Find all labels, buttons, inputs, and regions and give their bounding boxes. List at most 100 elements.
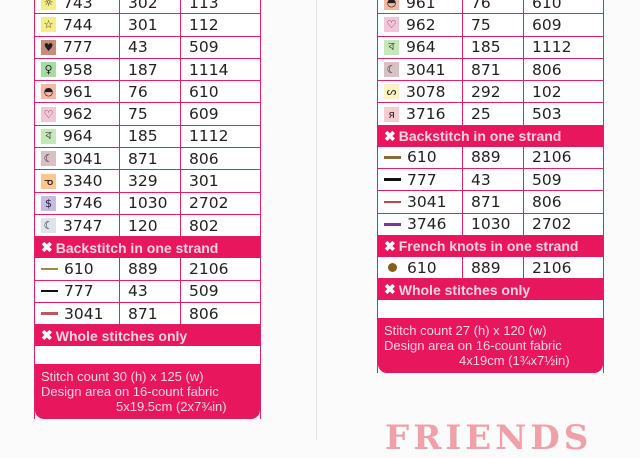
anchor-number: 185 xyxy=(463,36,524,58)
thread-row: ◓ 961 76 610 xyxy=(378,0,603,15)
backstitch-line-icon xyxy=(384,200,401,204)
stitch-symbol-icon: ♡ xyxy=(384,17,399,33)
dmc-number: 962 xyxy=(63,105,93,124)
thread-row: 610 889 2106 xyxy=(35,258,260,281)
stitch-symbol-icon: ☾ xyxy=(41,151,56,167)
cross-icon: ✖ xyxy=(384,237,396,254)
stitch-symbol-icon: ☆ xyxy=(41,17,56,33)
dmc-number: 3747 xyxy=(63,216,103,235)
stitch-symbol-icon: ᓀ xyxy=(41,173,56,189)
thread-row: 3041 871 806 xyxy=(378,191,603,214)
anchor-number: 43 xyxy=(120,36,181,58)
dmc-number: 958 xyxy=(63,60,93,79)
stitch-symbol-icon: я xyxy=(384,106,399,122)
dmc-number: 3078 xyxy=(406,82,446,101)
dmc-number: 3041 xyxy=(63,149,103,168)
thread-row: ☾ 3747 120 802 xyxy=(35,214,260,238)
french-knots-header: ✖ French knots in one strand xyxy=(378,235,603,257)
thread-row: ☆ 744 301 112 xyxy=(35,14,260,37)
stitch-symbol-icon: ♀ xyxy=(41,62,56,78)
stitch-symbol-icon: ☼ xyxy=(41,0,56,11)
stitch-symbol-icon: ☾ xyxy=(384,62,399,78)
madeira-number: 2106 xyxy=(532,258,572,277)
madeira-number: 610 xyxy=(532,0,562,12)
anchor-number: 871 xyxy=(463,58,524,81)
anchor-number: 76 xyxy=(463,0,524,14)
anchor-number: 871 xyxy=(463,191,524,213)
anchor-number: 43 xyxy=(463,169,524,191)
thread-row: ☾ 3041 871 806 xyxy=(35,148,260,171)
stitch-symbol-icon: ☾ xyxy=(41,218,56,234)
madeira-number: 802 xyxy=(189,216,219,235)
dmc-number: 961 xyxy=(406,0,436,12)
thread-row: 610 889 2106 xyxy=(378,256,603,280)
anchor-number: 871 xyxy=(120,302,181,325)
dmc-number: 964 xyxy=(63,127,93,146)
anchor-number: 187 xyxy=(120,58,181,81)
dmc-number: 3041 xyxy=(406,60,446,79)
dmc-number: 962 xyxy=(406,15,436,34)
backstitch-header: ✖ Backstitch in one strand xyxy=(378,125,603,147)
anchor-number: 75 xyxy=(120,103,181,125)
madeira-number: 113 xyxy=(189,0,219,12)
stitch-symbol-icon: ᔕ xyxy=(384,84,399,100)
anchor-number: 329 xyxy=(120,170,181,192)
thread-row: 3746 1030 2702 xyxy=(378,213,603,236)
dmc-number: 3041 xyxy=(64,304,104,323)
backstitch-line-icon xyxy=(384,223,401,226)
thread-row: ♀ 958 187 1114 xyxy=(35,58,260,82)
madeira-number: 509 xyxy=(189,282,219,301)
dmc-number: 777 xyxy=(63,38,93,57)
cross-icon: ✖ xyxy=(384,281,396,298)
dmc-number: 777 xyxy=(407,170,437,189)
anchor-number: 292 xyxy=(463,81,524,103)
madeira-number: 1114 xyxy=(189,60,229,79)
thread-row: ♡ 962 75 609 xyxy=(35,103,260,126)
thread-row: ᔕ 3078 292 102 xyxy=(378,81,603,104)
dmc-number: 744 xyxy=(63,15,93,34)
stitch-symbol-icon: ◓ xyxy=(41,84,56,100)
madeira-number: 102 xyxy=(532,82,562,101)
dmc-number: 3340 xyxy=(63,172,103,191)
madeira-number: 806 xyxy=(532,60,562,79)
dmc-number: 777 xyxy=(64,282,94,301)
left-thread-key: ☼ 743 302 113 ☆ 744 301 112 ♥ 777 43 509 ♀ 9… xyxy=(34,0,261,420)
madeira-number: 112 xyxy=(189,15,219,34)
anchor-number: 1030 xyxy=(463,213,524,235)
stitch-symbol-icon: ◓ xyxy=(384,0,399,11)
anchor-number: 889 xyxy=(463,146,524,169)
dmc-number: 3716 xyxy=(406,105,446,124)
anchor-number: 1030 xyxy=(120,192,181,214)
dmc-number: 610 xyxy=(407,258,437,277)
thread-row: 610 889 2106 xyxy=(378,146,603,170)
thread-row: 3041 871 806 xyxy=(35,302,260,326)
stitch-symbol-icon: ♥ xyxy=(41,39,56,55)
madeira-number: 503 xyxy=(532,105,562,124)
thread-row: ব 964 185 1112 xyxy=(378,36,603,59)
thread-row: ☾ 3041 871 806 xyxy=(378,58,603,82)
anchor-number: 25 xyxy=(463,103,524,125)
dmc-number: 961 xyxy=(63,82,93,101)
madeira-number: 2106 xyxy=(189,259,229,278)
thread-row: 777 43 509 xyxy=(378,169,603,192)
stitch-symbol-icon: ব xyxy=(384,39,399,55)
anchor-number: 889 xyxy=(463,256,524,279)
madeira-number: 806 xyxy=(189,304,219,323)
anchor-number: 302 xyxy=(120,0,181,14)
backstitch-line-icon xyxy=(384,156,401,159)
page-fold xyxy=(316,0,317,440)
madeira-number: 806 xyxy=(189,149,219,168)
dmc-number: 610 xyxy=(64,259,94,278)
dmc-number: 610 xyxy=(407,148,437,167)
right-thread-key: ◓ 961 76 610 ♡ 962 75 609 ব 964 185 1112 ☾ 3… xyxy=(377,0,604,374)
madeira-number: 509 xyxy=(189,38,219,57)
anchor-number: 301 xyxy=(120,14,181,36)
madeira-number: 2702 xyxy=(532,215,572,234)
whole-stitches-header: ✖ Whole stitches only xyxy=(378,279,603,301)
dmc-number: 3746 xyxy=(407,215,447,234)
thread-row: 777 43 509 xyxy=(35,280,260,303)
friends-title-artwork: FRIENDS xyxy=(385,418,593,458)
anchor-number: 76 xyxy=(120,81,181,103)
cross-icon: ✖ xyxy=(384,127,396,144)
madeira-number: 610 xyxy=(189,82,219,101)
